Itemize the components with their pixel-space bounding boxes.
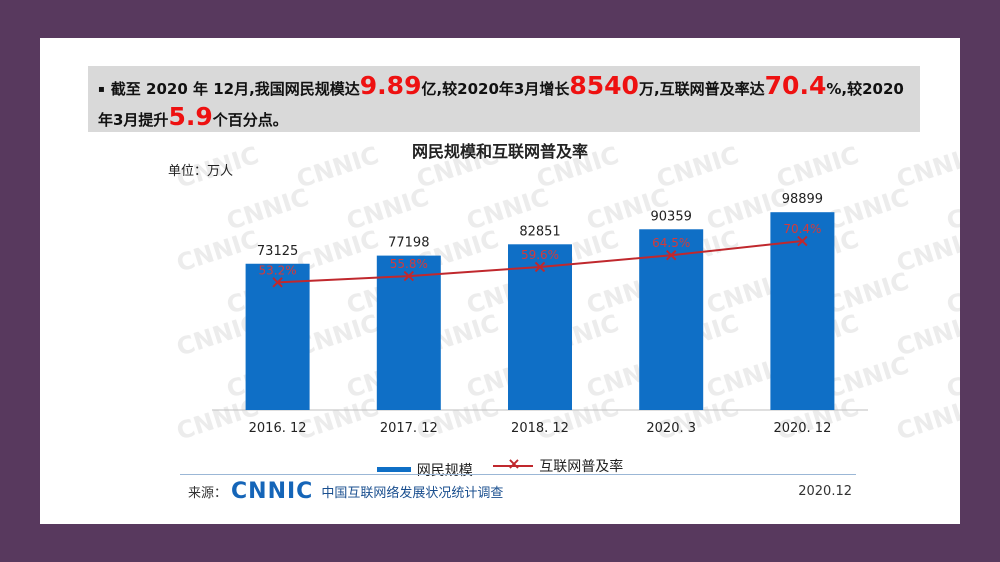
category-label: 2020. 12: [773, 421, 831, 436]
bar: [245, 263, 310, 410]
marker-stroke: [797, 235, 808, 247]
rate-marker: [403, 270, 415, 282]
marker-stroke: [272, 277, 283, 288]
cnnic-logo: CNNIC: [231, 478, 314, 504]
summary-banner: ▪ 截至 2020 年 12月,我国网民规模达9.89亿,较2020年3月增长85…: [88, 66, 920, 132]
bar: [770, 212, 835, 410]
bar: [376, 255, 441, 410]
chart-area: CNNIC CNNIC CNNIC CNNIC CNNIC CNNIC CNNICCNNIC…: [173, 141, 960, 446]
summary-part: 亿,较2020年3月增长: [421, 80, 570, 98]
bullet-icon: ▪: [98, 84, 105, 95]
watermark-text: CNNIC: [823, 351, 912, 404]
watermark-text: CNNIC: [893, 393, 960, 446]
highlight-growth: 8540: [569, 71, 639, 100]
bar: [508, 244, 572, 410]
bar: [639, 229, 704, 410]
bar-swatch-icon: [376, 467, 411, 472]
rate-value-label: 53.2%: [259, 263, 297, 277]
rate-marker: [665, 249, 677, 261]
summary-part: %,较2020年3月提升: [98, 80, 904, 129]
rate-marker: [534, 261, 546, 273]
category-label: 2020. 3: [646, 421, 696, 436]
category-label: 2016. 12: [249, 421, 307, 436]
bar-value-label: 98899: [782, 192, 823, 207]
footer: 来源： CNNIC 中国互联网络发展状况统计调查 2020.12: [188, 478, 852, 504]
bar-series: [245, 212, 835, 410]
highlight-rate-increase: 5.9: [168, 102, 213, 131]
data-labels: 73125 2016. 12 77198 2017. 12 82851 2018. 12 9…: [249, 192, 832, 436]
watermark-text: CNNIC: [943, 183, 960, 236]
watermark-text: CNNIC: [943, 267, 960, 320]
watermark-text: CNNIC: [223, 183, 312, 236]
marker-stroke: [534, 261, 546, 273]
bar-value-label: 82851: [519, 224, 560, 239]
watermark-text: CNNIC: [343, 183, 432, 236]
line-series: [272, 235, 808, 288]
footer-divider: [180, 474, 856, 475]
source-org: 中国互联网络发展状况统计调查: [321, 485, 504, 501]
summary-part: 万,互联网普及率达: [638, 80, 765, 98]
report-date: 2020.12: [798, 483, 852, 499]
marker-stroke: [665, 249, 677, 261]
marker-stroke: [403, 270, 415, 282]
rate-marker: [272, 277, 283, 288]
summary-part: 截至 2020 年 12月,我国网民规模达: [110, 80, 360, 98]
legend-item-line: 互联网普及率: [493, 454, 624, 476]
highlight-rate: 70.4: [764, 71, 827, 100]
line-marker-icon: [493, 454, 534, 473]
rate-value-label: 70.4%: [783, 222, 821, 236]
rate-marker: [797, 235, 808, 247]
rate-value-label: 55.8%: [390, 257, 428, 271]
rate-value-label: 59.6%: [521, 248, 559, 262]
bar-value-label: 73125: [257, 244, 298, 259]
legend-label-bar: 网民规模: [416, 462, 473, 479]
legend-label-line: 互联网普及率: [539, 459, 624, 475]
bar-value-label: 90359: [651, 209, 692, 224]
watermark-text: CNNIC: [823, 183, 912, 236]
category-label: 2017. 12: [380, 421, 438, 436]
chart-title: 网民规模和互联网普及率: [411, 142, 588, 161]
highlight-users: 9.89: [359, 71, 422, 100]
category-label: 2018. 12: [511, 421, 569, 436]
summary-text: ▪ 截至 2020 年 12月,我国网民规模达9.89亿,较2020年3月增长85…: [98, 72, 910, 134]
legend-item-bar: 网民规模: [376, 460, 473, 480]
watermark-text: CNNIC: [823, 267, 912, 320]
source-label: 来源：: [188, 485, 228, 501]
unit-label: 单位：万人: [168, 164, 234, 179]
chart-legend: 网民规模 互联网普及率: [40, 454, 960, 480]
bar-value-label: 77198: [388, 236, 429, 251]
slide: CNNIC CNNIC CNNIC CNNIC CNNIC CNNIC CNNIC CNNIC…: [40, 38, 960, 524]
summary-part: 个百分点。: [212, 111, 288, 129]
watermark-text: CNNIC: [943, 351, 960, 404]
rate-value-label: 64.5%: [652, 236, 690, 250]
